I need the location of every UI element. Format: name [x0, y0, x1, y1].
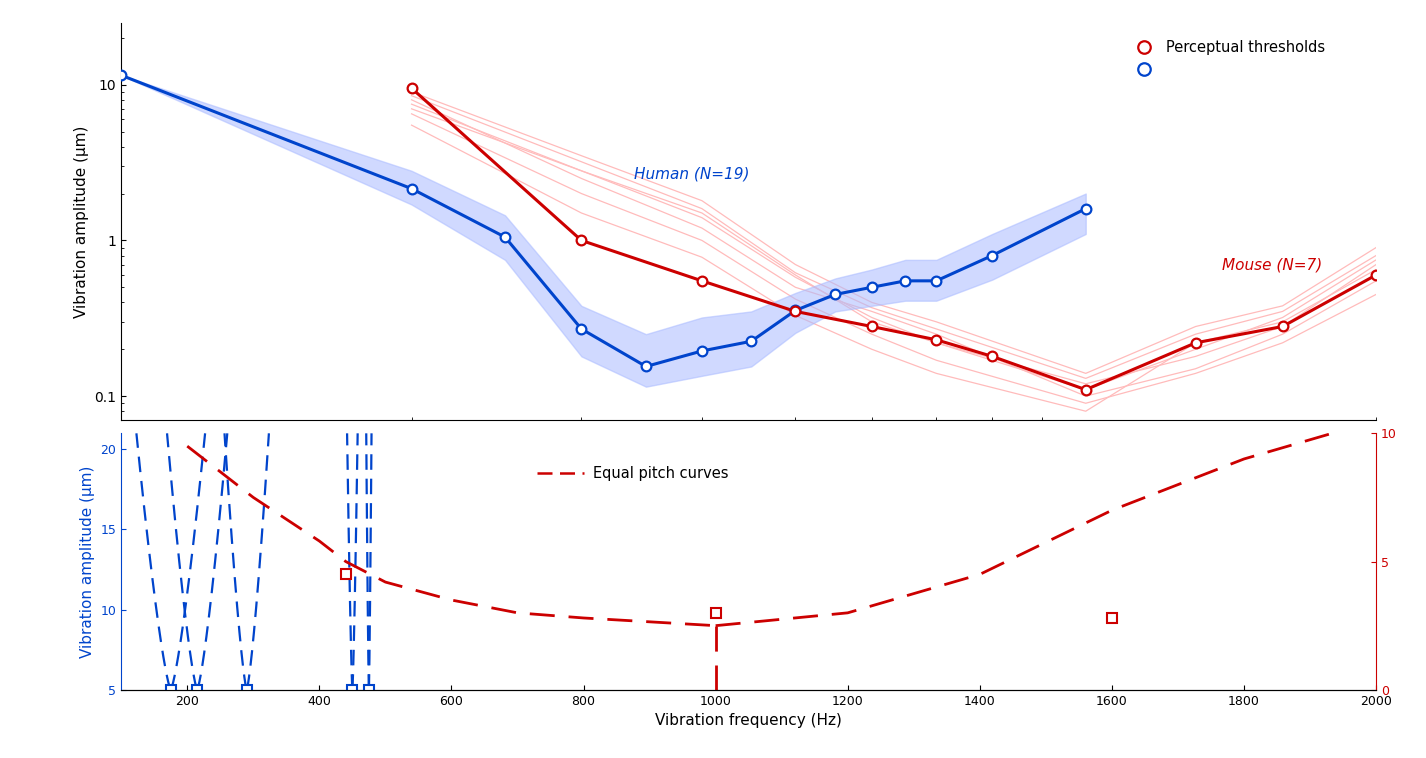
X-axis label: Vibration frequency (Hz): Vibration frequency (Hz) — [655, 713, 843, 728]
Text: Equal pitch curves: Equal pitch curves — [593, 466, 729, 481]
Y-axis label: Vibration amplitude (μm): Vibration amplitude (μm) — [80, 465, 96, 658]
Text: Mouse (N=7): Mouse (N=7) — [1222, 258, 1322, 273]
Text: Human (N=19): Human (N=19) — [633, 167, 749, 181]
Legend: Perceptual thresholds, : Perceptual thresholds, — [1124, 34, 1330, 83]
Y-axis label: Vibration amplitude (μm): Vibration amplitude (μm) — [74, 125, 88, 318]
